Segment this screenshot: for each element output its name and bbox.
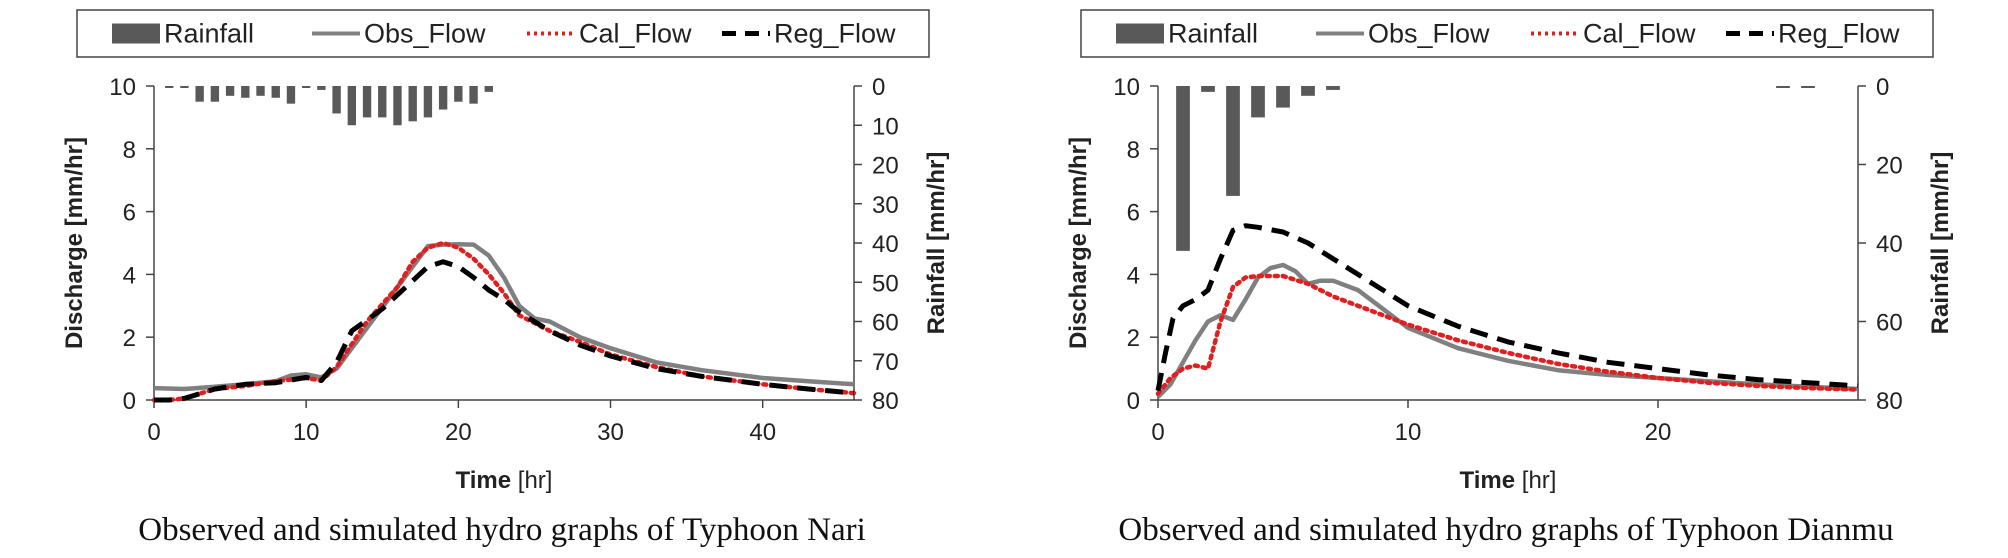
chart-panel-dianmu: Rainfall Obs_Flow Cal_Flow Reg_Flow 0 2 4 6 8 10 0… — [1004, 0, 2008, 558]
y-tick-label: 6 — [123, 200, 136, 227]
rainfall-bar — [1776, 86, 1790, 88]
rainfall-bar — [469, 86, 478, 104]
rainfall-bar — [210, 86, 220, 102]
legend-swatch-rainfall — [112, 23, 160, 44]
y2-tick-label: 0 — [1876, 74, 1889, 101]
series-line-reg-flow — [154, 259, 855, 403]
rainfall-bar — [1326, 86, 1340, 90]
rainfall-bar — [301, 86, 311, 88]
x-tick-label: 0 — [1151, 419, 1164, 446]
rainfall-bar — [332, 86, 341, 114]
rainfall-bar — [1276, 86, 1290, 108]
legend-label: Obs_Flow — [364, 19, 486, 49]
x-tick-label: 20 — [445, 419, 472, 446]
y-tick-label: 2 — [1127, 325, 1140, 352]
legend-label: Cal_Flow — [1583, 19, 1696, 49]
y2-tick-label: 40 — [1876, 231, 1903, 258]
y-tick-label: 8 — [1127, 137, 1140, 164]
y2-axis-label: Rainfall [mm/hr] — [1927, 152, 1954, 335]
y2-tick-label: 70 — [872, 349, 899, 376]
x-tick-label: 40 — [749, 419, 776, 446]
x-tick-label: 10 — [1395, 419, 1422, 446]
rainfall-bar — [241, 86, 250, 98]
y-tick-label: 10 — [1113, 74, 1140, 101]
rainfall-bar — [256, 86, 265, 96]
chart-caption: Observed and simulated hydro graphs of T… — [138, 512, 866, 548]
y-tick-label: 0 — [123, 388, 136, 415]
y-tick-label: 4 — [1127, 262, 1140, 289]
y2-tick-label: 20 — [872, 153, 899, 180]
legend-label: Reg_Flow — [1778, 19, 1900, 49]
y2-tick-label: 30 — [872, 192, 899, 219]
rainfall-bar — [286, 86, 296, 104]
legend-swatch-rainfall — [1116, 23, 1164, 44]
rainfall-bar — [180, 86, 189, 88]
rainfall-bar — [484, 86, 493, 92]
rainfall-bar — [165, 86, 174, 88]
legend-label: Rainfall — [164, 19, 254, 49]
chart-dianmu: Rainfall Obs_Flow Cal_Flow Reg_Flow 0 2 4 6 8 10 0… — [1065, 9, 1954, 494]
legend-label: Obs_Flow — [1368, 19, 1490, 49]
x-axis-label: Time [hr] — [456, 467, 553, 494]
y-tick-label: 8 — [123, 137, 136, 164]
x-tick-label: 0 — [147, 419, 160, 446]
rainfall-bar — [362, 86, 372, 118]
y2-tick-label: 50 — [872, 270, 899, 297]
y2-axis-label: Rainfall [mm/hr] — [923, 152, 950, 335]
x-tick-label: 20 — [1645, 419, 1672, 446]
rainfall-bar — [378, 86, 387, 118]
rainfall-bar — [1251, 86, 1265, 118]
y2-tick-label: 80 — [872, 388, 899, 415]
rainfall-bar — [393, 86, 402, 126]
x-tick-label: 10 — [293, 419, 320, 446]
legend-label: Reg_Flow — [774, 19, 896, 49]
y-tick-label: 2 — [123, 325, 136, 352]
rainfall-bar — [423, 86, 433, 118]
series-line-cal-flow — [1155, 273, 1861, 396]
y2-tick-label: 10 — [872, 113, 899, 140]
rainfall-bar — [438, 86, 448, 110]
y2-tick-label: 60 — [872, 310, 899, 337]
y2-tick-label: 40 — [872, 231, 899, 258]
x-tick-label: 30 — [597, 419, 624, 446]
y-tick-label: 10 — [109, 74, 136, 101]
y2-tick-label: 80 — [1876, 388, 1903, 415]
y2-tick-label: 60 — [1876, 310, 1903, 337]
y-tick-label: 6 — [1127, 200, 1140, 227]
y2-tick-label: 20 — [1876, 153, 1903, 180]
legend-box — [1080, 9, 1934, 58]
x-axis-label-unit: [hr] — [511, 467, 552, 494]
rainfall-bar — [1176, 86, 1190, 251]
y-tick-label: 0 — [1127, 388, 1140, 415]
y2-tick-label: 0 — [872, 74, 885, 101]
legend-label: Cal_Flow — [579, 19, 692, 49]
chart-nari: Rainfall Obs_Flow Cal_Flow Reg_Flow 0 2 4 6 8 10 0… — [61, 9, 950, 494]
chart-caption: Observed and simulated hydro graphs of T… — [1118, 512, 1894, 548]
rainfall-bar — [317, 86, 326, 90]
rainfall-bar — [347, 86, 357, 126]
series-line-reg-flow — [1155, 223, 1859, 392]
legend-box — [76, 9, 930, 58]
rainfall-bar — [225, 86, 235, 96]
rainfall-bar — [271, 86, 280, 98]
x-axis-label-main: Time — [456, 467, 512, 494]
legend-label: Rainfall — [1168, 19, 1258, 49]
rainfall-bar — [408, 86, 417, 122]
x-axis-label-unit: [hr] — [1515, 467, 1556, 494]
rainfall-bar — [1301, 86, 1315, 96]
y-tick-label: 4 — [123, 262, 136, 289]
x-axis-label: Time [hr] — [1460, 467, 1557, 494]
series-line-obs-flow — [153, 242, 855, 392]
rainfall-bar — [1801, 86, 1815, 88]
rainfall-bar — [454, 86, 463, 102]
y-axis-label: Discharge [mm/hr] — [1065, 137, 1092, 349]
y-axis-label: Discharge [mm/hr] — [61, 137, 88, 349]
x-axis-label-main: Time — [1460, 467, 1516, 494]
rainfall-bar — [1201, 86, 1215, 92]
rainfall-bar — [195, 86, 204, 102]
rainfall-bar — [1226, 86, 1240, 196]
chart-panel-nari: Rainfall Obs_Flow Cal_Flow Reg_Flow 0 2 4 6 8 10 0… — [61, 9, 950, 548]
